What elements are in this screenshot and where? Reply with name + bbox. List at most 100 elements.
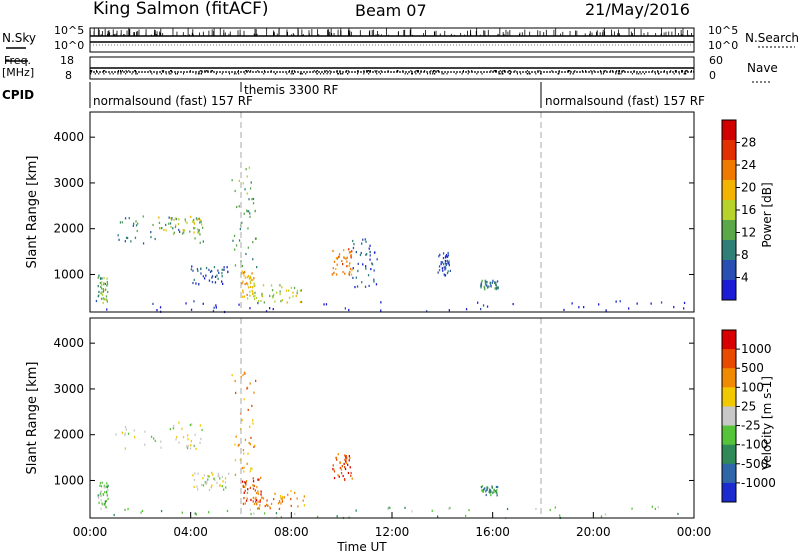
echo-cell xyxy=(255,503,258,506)
power-echoes xyxy=(95,166,686,314)
colorbar-segment xyxy=(722,140,736,161)
echo-cell xyxy=(426,310,428,313)
echo-cell xyxy=(127,508,129,511)
echo-cell xyxy=(246,497,248,500)
echo-cell xyxy=(442,252,445,255)
echo-cell xyxy=(254,284,256,287)
echo-cell xyxy=(249,425,251,428)
echo-cell xyxy=(223,266,225,269)
colorbar-tick-label: -25 xyxy=(741,419,761,433)
echo-cell xyxy=(208,268,210,271)
echo-cell xyxy=(559,514,561,517)
echo-cell xyxy=(100,287,103,290)
echo-cell xyxy=(443,273,445,276)
echo-cell xyxy=(199,424,201,427)
echo-cell xyxy=(332,267,334,270)
echo-cell xyxy=(323,303,325,306)
echo-cell xyxy=(261,295,264,298)
echo-cell xyxy=(99,281,101,285)
echo-cell xyxy=(254,489,256,492)
echo-cell xyxy=(299,300,302,304)
echo-cell xyxy=(187,438,189,441)
echo-cell xyxy=(205,267,208,270)
power-colorbar: 28 24 20 16 12 8 4 xyxy=(721,119,756,301)
velocity-panel: 1000 2000 3000 4000 00:00 04:00 08:00 12:00 16:… xyxy=(25,317,712,554)
echo-cell xyxy=(583,306,585,309)
echo-cell xyxy=(194,227,196,230)
echo-cell xyxy=(201,428,203,432)
echo-cell xyxy=(495,490,497,493)
echo-cell xyxy=(365,253,367,256)
echo-cell xyxy=(339,461,341,464)
echo-cell xyxy=(190,268,192,271)
echo-cell xyxy=(563,308,565,311)
echo-cell xyxy=(486,488,488,491)
echo-cell xyxy=(346,260,348,263)
echo-cell xyxy=(144,443,146,446)
echo-cell xyxy=(100,291,103,294)
echo-cell xyxy=(238,239,241,242)
echo-cell xyxy=(441,261,444,264)
echo-cell xyxy=(389,506,391,510)
echo-cell xyxy=(349,466,351,469)
echo-cell xyxy=(242,280,244,283)
echo-cell xyxy=(254,497,256,500)
echo-cell xyxy=(198,283,200,286)
colorbar-segment xyxy=(722,240,736,261)
echo-cell xyxy=(250,278,252,281)
echo-cell xyxy=(331,273,334,276)
echo-cell xyxy=(202,226,204,229)
x-tick-label: 00:00 xyxy=(677,525,712,539)
echo-cell xyxy=(171,217,173,220)
echo-cell xyxy=(482,490,484,493)
echo-cell xyxy=(202,275,204,278)
echo-cell xyxy=(251,404,253,407)
echo-cell xyxy=(244,489,246,492)
echo-cell xyxy=(240,375,242,378)
echo-cell xyxy=(343,462,345,466)
echo-cell xyxy=(490,490,492,493)
echo-cell xyxy=(265,503,268,506)
echo-cell xyxy=(355,509,357,512)
echo-cell xyxy=(165,229,167,232)
echo-cell xyxy=(137,222,139,225)
echo-cell xyxy=(224,481,227,484)
echo-cell xyxy=(158,221,161,224)
echo-cell xyxy=(159,306,162,309)
echo-cell xyxy=(244,283,246,286)
echo-cell xyxy=(199,241,201,244)
echo-cell xyxy=(683,301,686,304)
echo-cell xyxy=(250,467,252,470)
echo-cell xyxy=(280,502,282,505)
echo-cell xyxy=(214,275,217,278)
echo-cell xyxy=(253,391,255,394)
y-tick-label: 2000 xyxy=(53,222,84,236)
echo-cell xyxy=(370,268,372,271)
echo-cell xyxy=(290,498,292,501)
echo-cell xyxy=(189,423,191,427)
echo-cell xyxy=(348,251,351,254)
echo-cell xyxy=(335,267,337,271)
echo-cell xyxy=(294,491,296,494)
echo-cell xyxy=(494,287,496,290)
echo-cell xyxy=(650,302,652,305)
echo-cell xyxy=(213,306,215,309)
nsearch-tick-top: 10^5 xyxy=(708,24,738,37)
colorbar-segment xyxy=(722,425,736,446)
echo-cell xyxy=(249,307,251,310)
echo-cell xyxy=(346,256,348,259)
echo-cell xyxy=(260,476,262,479)
echo-cell xyxy=(189,447,192,450)
echo-cell xyxy=(257,478,259,481)
echo-cell xyxy=(178,441,180,444)
echo-cell xyxy=(431,509,433,512)
echo-cell xyxy=(249,486,251,489)
echo-cell xyxy=(286,301,288,304)
echo-cell xyxy=(486,305,489,308)
echo-cell xyxy=(221,268,223,271)
echo-cell xyxy=(285,289,288,292)
echo-cell xyxy=(101,293,104,296)
echo-cell xyxy=(121,431,123,434)
echo-cell xyxy=(249,508,251,511)
echo-cell xyxy=(225,486,227,489)
